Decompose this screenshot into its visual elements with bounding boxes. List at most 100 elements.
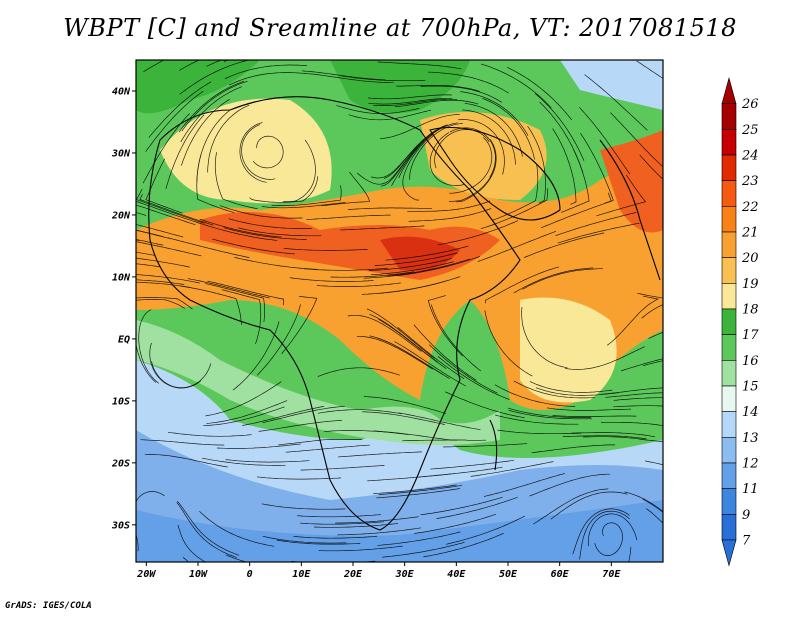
streamline: [610, 112, 663, 168]
streamline: [301, 70, 386, 81]
map-plot-area: [135, 59, 664, 563]
streamline: [485, 266, 560, 304]
colorbar-swatch: [721, 180, 737, 207]
lat-tick-label: 30N: [111, 148, 131, 159]
streamline: [368, 258, 452, 272]
lon-tick-label: 60E: [551, 569, 570, 580]
streamline: [143, 60, 165, 73]
streamline: [449, 137, 493, 194]
streamline: [203, 406, 285, 427]
streamline: [376, 488, 460, 499]
colorbar-label: 11: [742, 482, 759, 497]
streamline: [296, 514, 381, 518]
streamline: [639, 154, 663, 180]
streamline: [221, 289, 262, 345]
streamline: [306, 214, 391, 220]
streamline: [407, 200, 491, 212]
lon-tick-label: 20W: [136, 569, 156, 580]
streamline: [373, 484, 457, 495]
colorbar-label: 17: [742, 328, 759, 343]
streamline: [228, 72, 311, 86]
streamline: [571, 432, 656, 438]
streamline: [645, 460, 663, 466]
streamline: [378, 484, 463, 495]
streamline: [437, 356, 510, 400]
streamline: [648, 331, 663, 339]
streamline: [583, 436, 663, 443]
streamline: [600, 421, 663, 426]
streamline: [303, 267, 388, 271]
streamline: [316, 282, 401, 287]
streamline: [402, 439, 487, 442]
streamline: [207, 280, 284, 306]
latitude-axis: 40N 30N 20N 10N EQ 10S 20S 30S: [111, 86, 136, 531]
streamline: [508, 409, 592, 420]
streamline: [420, 496, 503, 516]
streamline: [369, 335, 444, 376]
streamline: [497, 429, 582, 435]
streamline: [234, 257, 318, 270]
streamline: [205, 283, 265, 323]
lat-tick-label: 10N: [112, 272, 131, 283]
streamline: [361, 411, 445, 425]
streamline: [258, 420, 342, 432]
streamline: [206, 400, 288, 424]
streamline: [527, 126, 546, 204]
streamline: [300, 521, 385, 525]
streamline: [180, 86, 243, 143]
streamline: [363, 396, 447, 414]
streamline: [531, 444, 616, 454]
streamline: [596, 174, 647, 217]
streamline: [529, 381, 613, 393]
streamline: [241, 124, 276, 180]
streamline: [377, 61, 462, 70]
field-north-east-cool: [560, 60, 663, 110]
streamline: [138, 309, 159, 384]
streamline: [145, 90, 204, 152]
streamline: [262, 535, 347, 544]
streamline: [206, 60, 223, 67]
colorbar-swatch: [721, 411, 737, 438]
field-indian-ocean-patch: [520, 297, 617, 403]
streamline: [136, 204, 196, 226]
streamline: [222, 60, 225, 61]
streamline: [584, 74, 648, 131]
lat-tick-label: EQ: [118, 334, 130, 345]
streamline: [552, 128, 577, 205]
colorbar-label: 23: [741, 174, 759, 189]
streamline: [491, 164, 539, 221]
colorbar-swatch: [721, 385, 737, 412]
map-title: WBPT [C] and Sreamline at 700hPa, VT: 20…: [63, 14, 737, 42]
streamline: [379, 114, 460, 139]
colorbar-swatch: [721, 154, 737, 181]
streamline: [522, 268, 603, 290]
streamline: [289, 277, 374, 282]
streamline: [523, 232, 605, 258]
streamline: [136, 224, 184, 238]
streamline: [181, 80, 248, 132]
field-sahara-patch: [160, 98, 332, 204]
streamline: [398, 412, 481, 431]
streamline: [385, 245, 469, 261]
streamline: [460, 91, 529, 136]
streamline: [148, 81, 212, 138]
streamline: [413, 324, 477, 381]
streamline: [180, 285, 242, 325]
streamline: [477, 230, 557, 262]
streamline: [212, 238, 295, 255]
streamline: [300, 465, 385, 471]
field-coldest-zone: [136, 500, 663, 562]
streamline: [176, 502, 238, 558]
streamline: [136, 263, 162, 268]
streamline: [427, 295, 463, 357]
streamline: [167, 237, 250, 258]
streamline: [562, 435, 647, 440]
streamline: [434, 129, 490, 169]
streamline: [196, 154, 235, 213]
streamline: [374, 252, 458, 266]
streamline: [335, 516, 419, 524]
streamline: [613, 397, 663, 401]
streamline: [145, 158, 183, 214]
streamline: [462, 109, 516, 165]
streamline: [539, 101, 584, 174]
